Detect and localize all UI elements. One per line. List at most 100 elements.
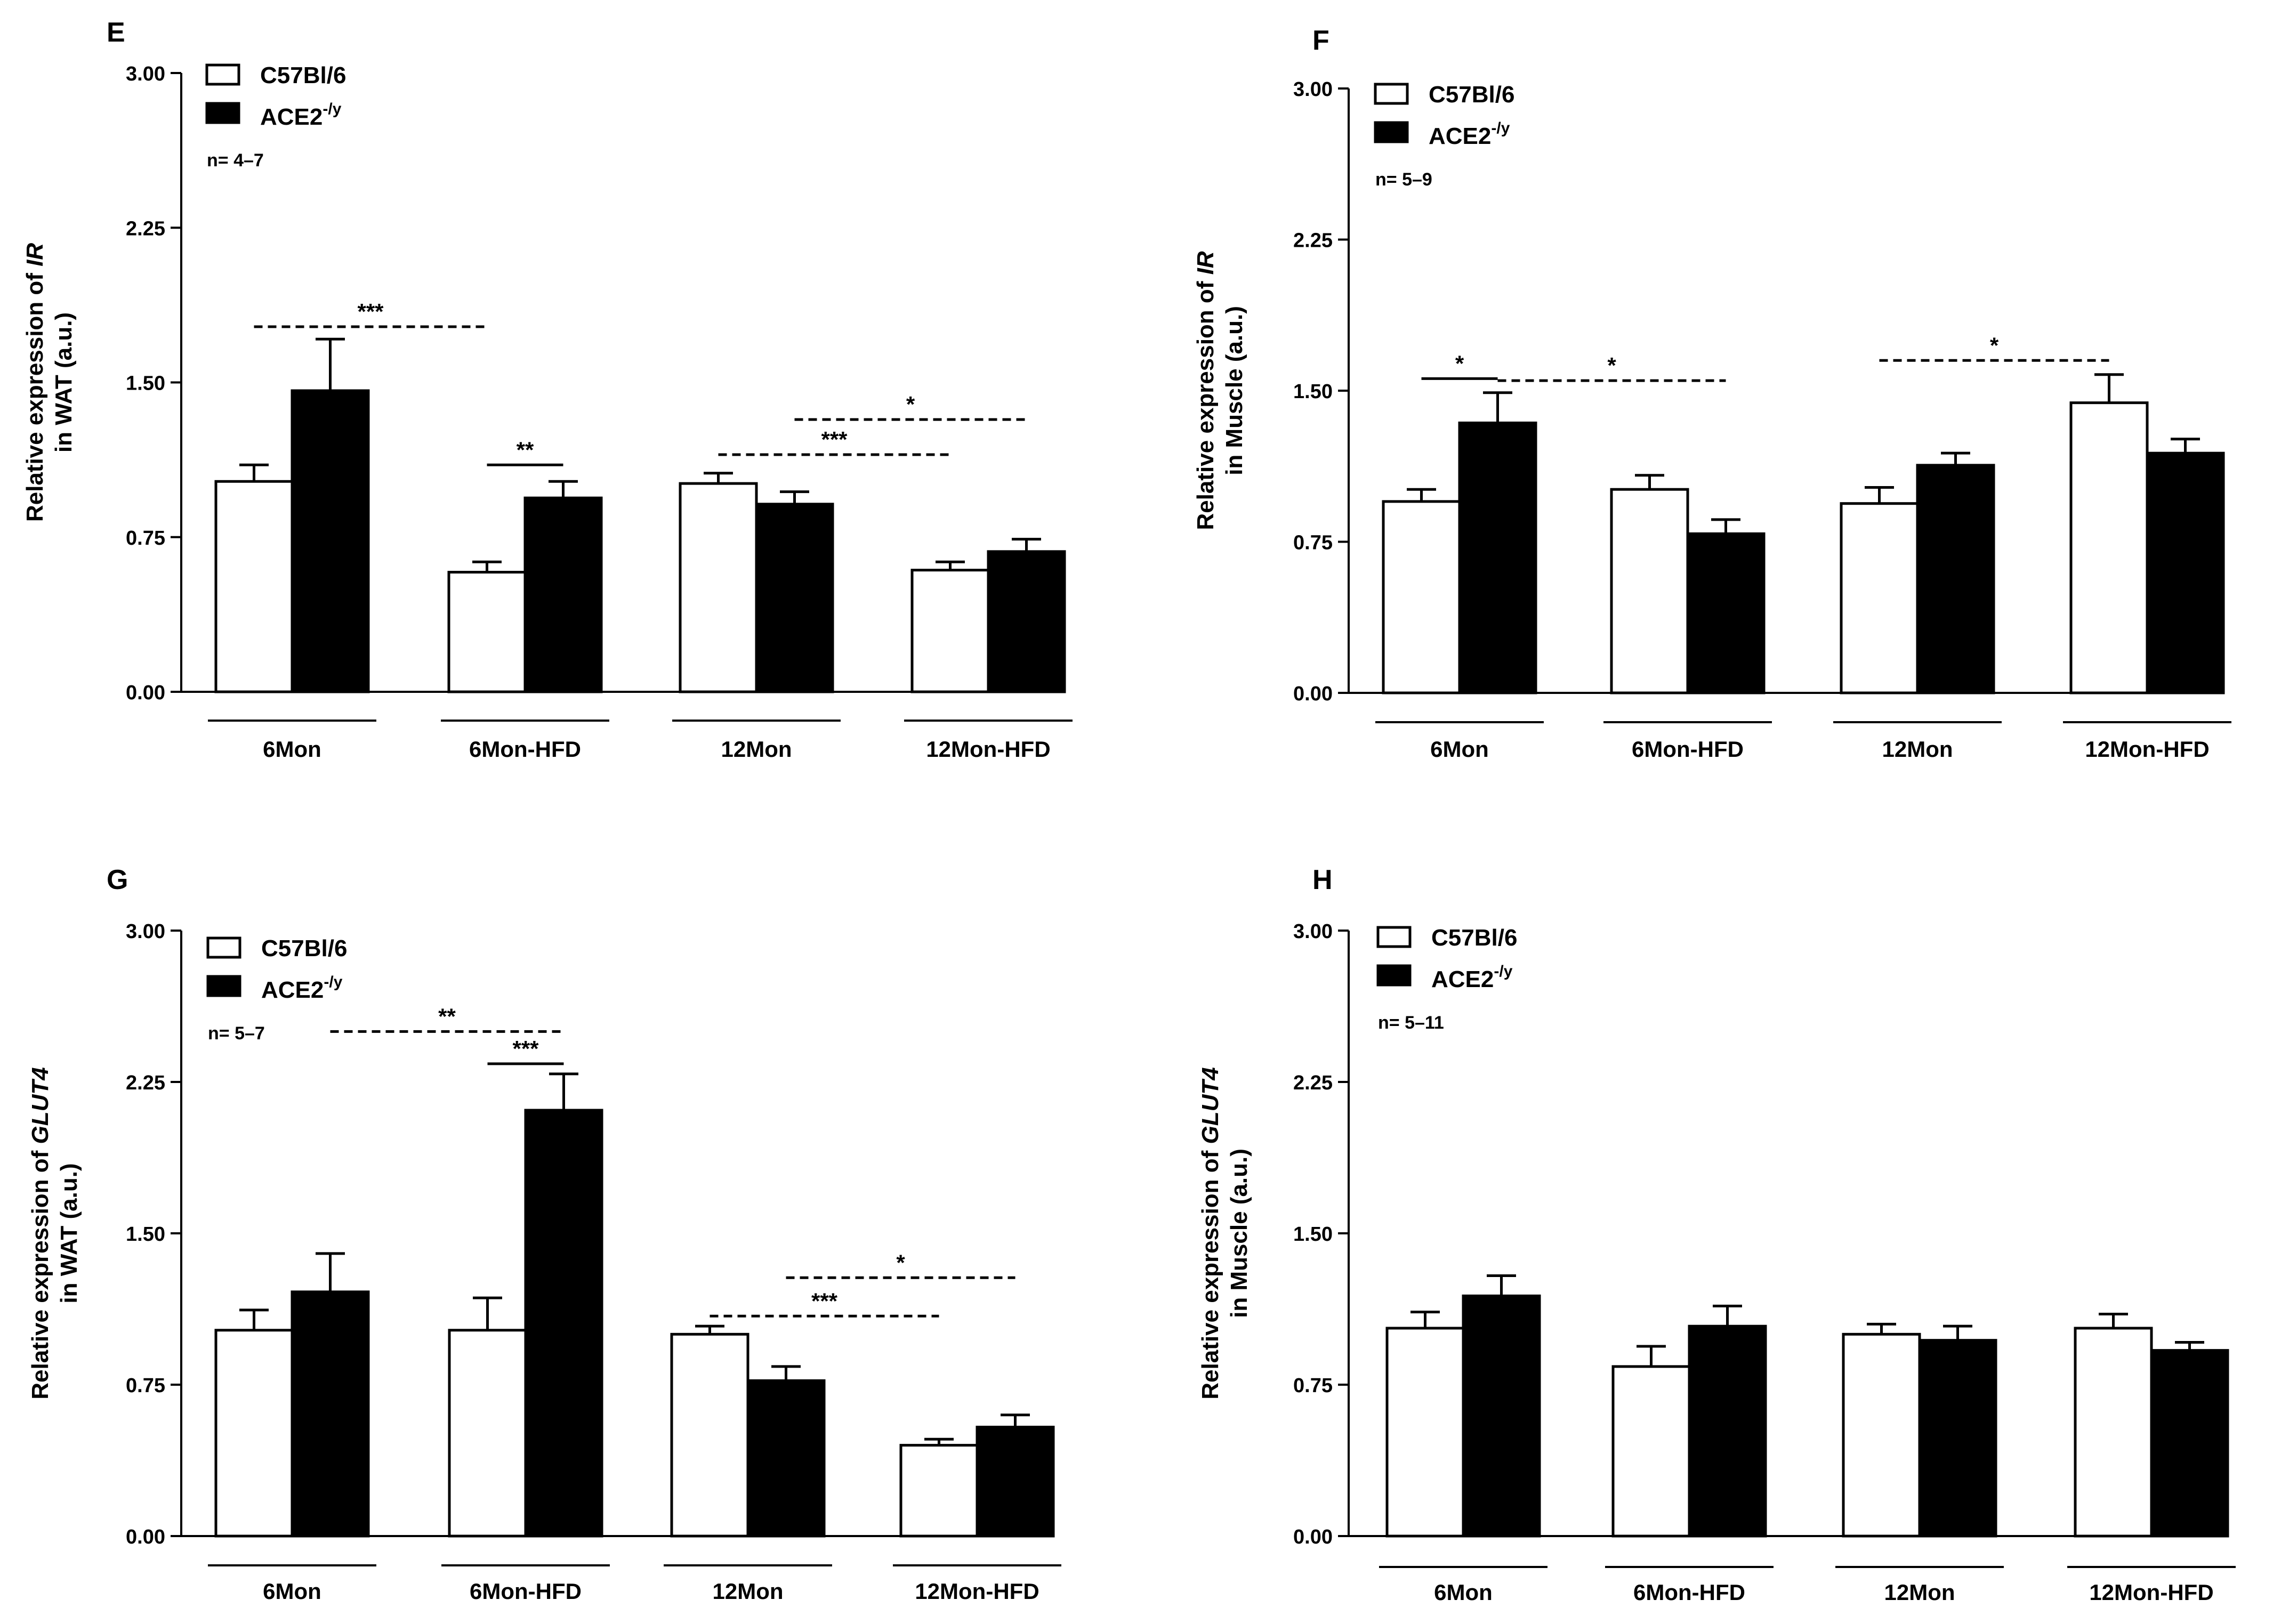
- y-tick-label: 3.00: [126, 63, 165, 85]
- y-tick-label: 3.00: [1293, 920, 1333, 943]
- bar-ace2-ko: [523, 496, 603, 693]
- legend-swatch-ace2: [1374, 121, 1409, 143]
- bar-c57bl6: [1382, 500, 1461, 694]
- category-label: 6Mon: [1434, 1580, 1493, 1605]
- bar-c57bl6: [2069, 401, 2149, 694]
- y-tick-label: 2.25: [126, 1072, 165, 1094]
- panel-label: E: [107, 17, 125, 48]
- category-label: 12Mon: [712, 1579, 783, 1604]
- panel-h: H 0.00 0.75 1.50 2.25 3.00 Relative expression…: [1197, 864, 2236, 1605]
- bar-ace2-ko: [1916, 464, 1995, 694]
- category-label: 12Mon: [1884, 1580, 1955, 1605]
- legend-label-ace2-base: ACE2: [1429, 123, 1491, 149]
- legend-label-ace2-sup: -/y: [323, 100, 341, 118]
- category-label: 12Mon-HFD: [2085, 737, 2209, 762]
- bar-c57bl6: [1611, 1365, 1691, 1538]
- bar-ace2-ko: [291, 1290, 370, 1538]
- significance-label: *: [906, 392, 915, 417]
- bar-c57bl6: [214, 1329, 294, 1538]
- panel-label: G: [107, 864, 128, 895]
- significance-label: *: [1455, 351, 1464, 376]
- y-tick-label: 3.00: [1293, 78, 1333, 101]
- y-axis-label-prefix: Relative expression of: [1197, 1144, 1223, 1399]
- legend-label-c57bl6: C57Bl/6: [261, 935, 347, 962]
- significance-label: **: [517, 437, 534, 462]
- bar-c57bl6: [899, 1444, 979, 1538]
- legend-n-count: n= 5–11: [1378, 1013, 1444, 1033]
- significance-label: *: [1607, 353, 1616, 378]
- y-axis-label: Relative expression of IRin WAT (a.u.): [22, 243, 77, 522]
- y-axis-label-prefix: Relative expression of: [1192, 274, 1219, 530]
- legend-label-c57bl6: C57Bl/6: [1429, 82, 1514, 108]
- legend-n-count: n= 5–7: [208, 1023, 265, 1044]
- legend-label-ace2: ACE2-/y: [1431, 963, 1513, 992]
- significance-label: *: [896, 1250, 905, 1275]
- legend-swatch-ace2: [205, 102, 240, 124]
- category-label: 12Mon: [721, 737, 792, 762]
- legend-n-count: n= 5–9: [1375, 169, 1432, 190]
- y-axis-label: Relative expression of GLUT4in WAT (a.u.…: [27, 1067, 82, 1400]
- bar-c57bl6: [910, 569, 990, 693]
- y-tick-label: 2.25: [126, 217, 165, 240]
- y-axis-label: Relative expression of IRin Muscle (a.u.…: [1192, 251, 1247, 530]
- y-tick-label: 0.00: [126, 1526, 165, 1548]
- y-tick-label: 3.00: [126, 920, 165, 943]
- legend-label-ace2-sup: -/y: [1491, 119, 1510, 137]
- panel-f: F 0.00 0.75 1.50 2.25 3.00 Relative expression…: [1192, 25, 2231, 762]
- bar-ace2-ko: [755, 503, 834, 693]
- bar-ace2-ko: [291, 389, 370, 693]
- significance-label: **: [438, 1004, 456, 1029]
- y-tick-label: 1.50: [126, 373, 165, 395]
- legend-label-ace2-base: ACE2: [1431, 966, 1494, 992]
- legend-label-ace2-base: ACE2: [260, 104, 323, 130]
- legend-swatch-ace2: [206, 975, 241, 997]
- bar-ace2-ko: [1458, 421, 1537, 694]
- bar-c57bl6: [2074, 1327, 2153, 1538]
- bar-c57bl6: [670, 1332, 749, 1538]
- y-axis-label-line2: in WAT (a.u.): [56, 1163, 82, 1303]
- y-tick-label: 0.75: [126, 1375, 165, 1397]
- category-label: 6Mon-HFD: [1632, 737, 1744, 762]
- category-label: 6Mon-HFD: [470, 1579, 582, 1604]
- y-axis-label-line1: Relative expression of IR: [22, 243, 48, 522]
- bar-c57bl6: [448, 1329, 527, 1538]
- category-label: 6Mon: [1430, 737, 1489, 762]
- bar-ace2-ko: [1462, 1294, 1541, 1538]
- panel-g: G 0.00 0.75 1.50 2.25 3.00 Relative expression…: [27, 864, 1061, 1604]
- bar-c57bl6: [1842, 1332, 1921, 1538]
- bar-c57bl6: [679, 482, 758, 693]
- bar-ace2-ko: [524, 1109, 603, 1538]
- legend-label-ace2-sup: -/y: [324, 973, 342, 991]
- y-axis-label-gene: GLUT4: [27, 1067, 53, 1144]
- y-axis-label-line2: in Muscle (a.u.): [1226, 1149, 1252, 1318]
- category-label: 12Mon-HFD: [915, 1579, 1039, 1604]
- y-tick-label: 1.50: [1293, 1223, 1333, 1246]
- legend-label-ace2: ACE2-/y: [1429, 119, 1510, 149]
- category-label: 6Mon: [263, 1579, 321, 1604]
- y-axis-label-line2: in Muscle (a.u.): [1221, 306, 1247, 475]
- significance-label: ***: [357, 299, 384, 324]
- category-label: 12Mon-HFD: [2089, 1580, 2213, 1605]
- y-axis-label-line1: Relative expression of GLUT4: [1197, 1067, 1223, 1400]
- y-tick-label: 0.00: [1293, 683, 1333, 705]
- panel-e: E 0.00 0.75 1.50 2.25 3.00 Relative expression…: [22, 17, 1073, 762]
- panel-label: H: [1312, 864, 1333, 895]
- significance-label: ***: [811, 1288, 838, 1313]
- legend-swatch-c57bl6: [205, 63, 240, 86]
- y-tick-label: 0.00: [1293, 1526, 1333, 1548]
- bar-ace2-ko: [976, 1426, 1055, 1538]
- legend-swatch-c57bl6: [206, 936, 241, 959]
- legend-label-ace2-base: ACE2: [261, 977, 324, 1003]
- y-axis-label: Relative expression of GLUT4in Muscle (a…: [1197, 1067, 1252, 1400]
- legend-swatch-c57bl6: [1374, 83, 1409, 105]
- legend-n-count: n= 4–7: [207, 150, 264, 171]
- y-tick-label: 0.75: [1293, 1375, 1333, 1397]
- bar-c57bl6: [1840, 502, 1919, 694]
- bar-ace2-ko: [2150, 1349, 2229, 1538]
- category-label: 6Mon-HFD: [1633, 1580, 1745, 1605]
- bar-c57bl6: [1610, 488, 1689, 694]
- significance-label: *: [1990, 333, 1999, 358]
- y-tick-label: 0.75: [126, 527, 165, 550]
- y-axis-label-line1: Relative expression of GLUT4: [27, 1067, 53, 1400]
